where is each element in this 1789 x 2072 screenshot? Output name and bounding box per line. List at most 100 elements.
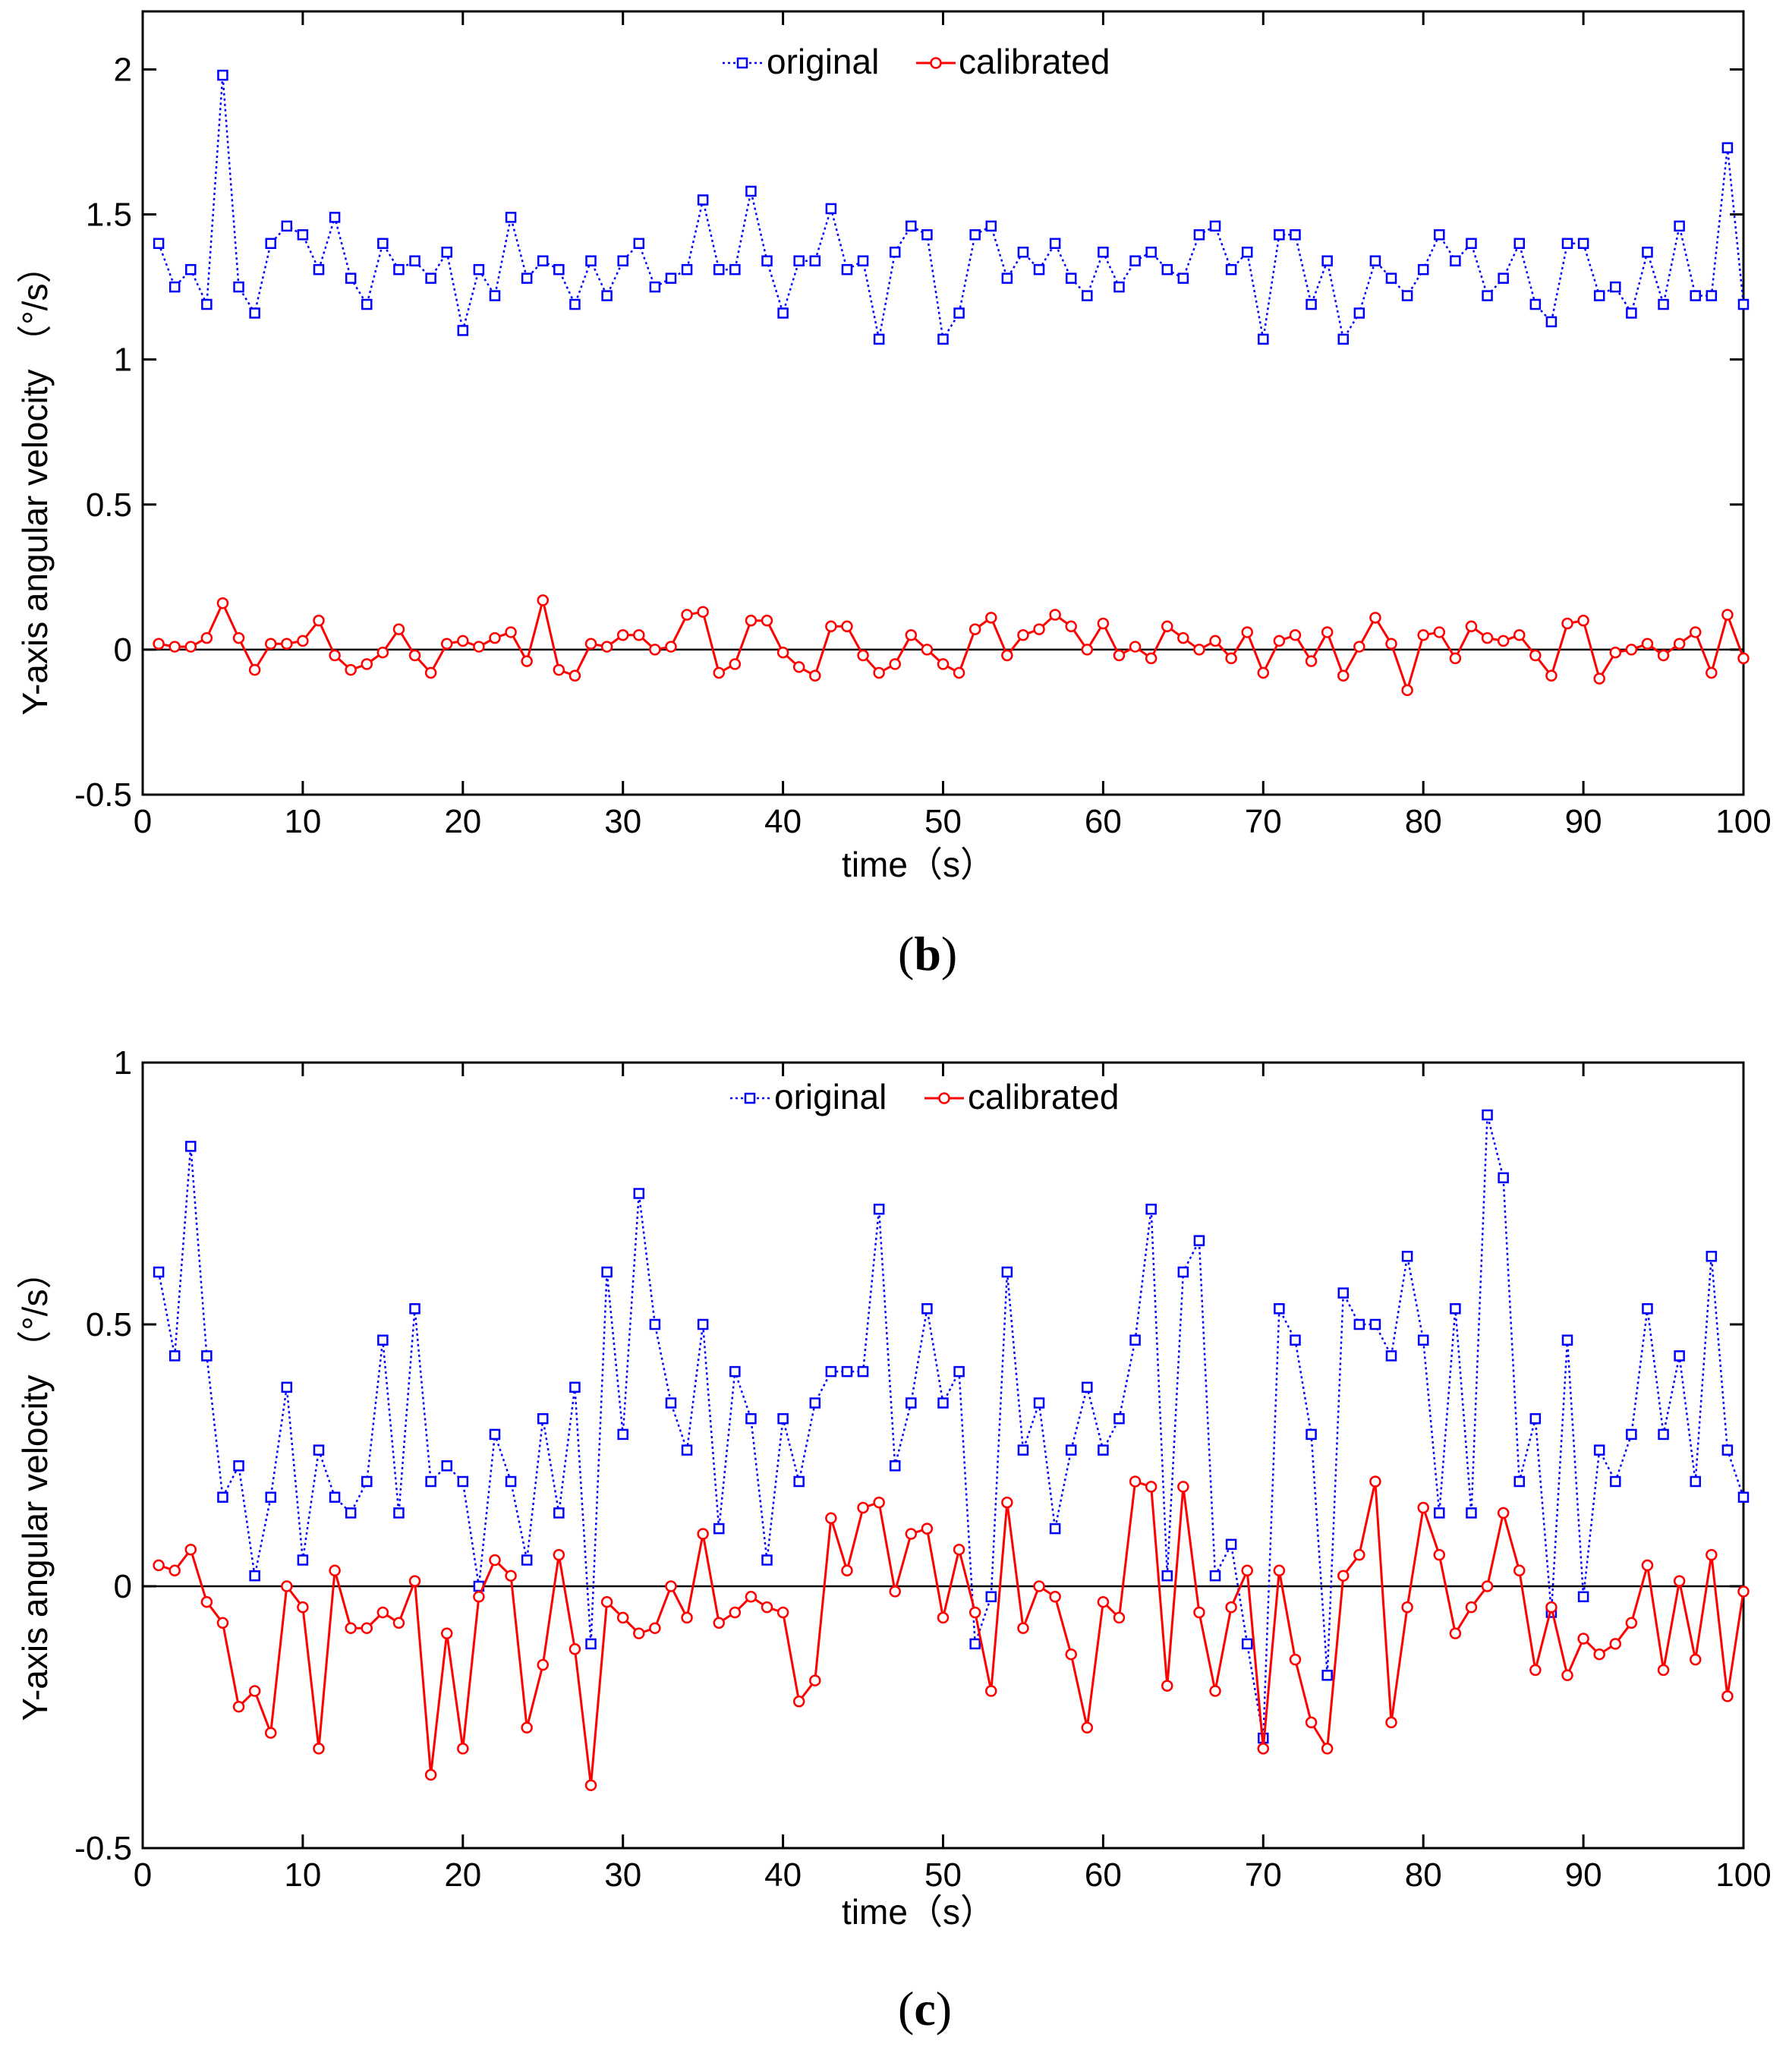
data-point-calibrated [921, 1523, 934, 1535]
data-point-calibrated [1001, 649, 1013, 662]
data-point-original [1706, 1251, 1718, 1262]
data-point-original [1290, 229, 1301, 241]
data-point-original [906, 220, 917, 232]
data-point-calibrated [1113, 649, 1126, 662]
data-point-calibrated [616, 1611, 629, 1624]
data-point-calibrated [792, 661, 805, 673]
data-point-original [1049, 238, 1061, 250]
y-tick-label: 0.5 [86, 487, 132, 524]
data-point-calibrated [713, 666, 725, 679]
data-point-original [1450, 1303, 1461, 1315]
x-tick-label: 90 [1565, 803, 1602, 840]
x-tick-label: 10 [284, 803, 321, 840]
data-point-calibrated [681, 609, 693, 621]
data-point-original [1017, 246, 1029, 258]
data-point-calibrated [825, 620, 837, 633]
plot-area: 0 10 20 30 40 50 60 70 80 90 100-0.500.51 [74, 1044, 1772, 1894]
data-point-original [185, 1141, 197, 1152]
data-point-calibrated [184, 1543, 197, 1556]
data-point-calibrated [1353, 1548, 1365, 1561]
x-axis-label: time（s） [842, 845, 995, 884]
data-point-original [1065, 1444, 1077, 1456]
data-point-original [1721, 1444, 1734, 1456]
data-point-calibrated [1145, 652, 1157, 665]
data-point-original [329, 212, 341, 223]
data-point-calibrated [457, 1743, 469, 1755]
data-point-calibrated [1177, 631, 1189, 644]
data-point-original [1674, 1350, 1685, 1362]
data-point-original [1466, 1507, 1477, 1519]
data-point-calibrated [1706, 666, 1718, 679]
data-point-original [1737, 298, 1750, 310]
data-point-calibrated [1161, 1680, 1173, 1692]
data-point-calibrated [937, 1611, 950, 1624]
data-point-calibrated [1737, 652, 1750, 665]
data-point-calibrated [953, 666, 965, 679]
data-point-original [425, 1475, 436, 1488]
data-point-original [1225, 1538, 1237, 1551]
data-point-calibrated [1433, 626, 1446, 638]
data-point-original [681, 263, 693, 276]
data-point-calibrated [1465, 620, 1478, 633]
data-point-calibrated [473, 641, 485, 653]
data-point-calibrated [792, 1696, 805, 1708]
data-point-calibrated [1529, 1664, 1542, 1677]
y-axis-label: Y-axis angular velocity （°/s） [15, 1255, 55, 1721]
data-point-calibrated [329, 1564, 341, 1577]
data-point-original [1610, 281, 1621, 293]
data-point-original [665, 1397, 677, 1409]
legend-marker-original [744, 1092, 756, 1104]
data-point-original [1674, 220, 1685, 232]
data-point-original [201, 1350, 213, 1362]
data-point-calibrated [361, 658, 373, 670]
x-tick-label: 10 [284, 1856, 321, 1894]
data-point-original [345, 1507, 357, 1519]
data-point-original [857, 1365, 869, 1378]
data-point-calibrated [569, 669, 581, 682]
data-point-original [169, 281, 181, 293]
series-line-original [157, 75, 1745, 342]
data-point-calibrated [809, 669, 821, 682]
data-point-original [953, 1365, 965, 1378]
data-point-original [1241, 246, 1253, 258]
legend-marker-calibrated [938, 1092, 950, 1104]
data-point-original [1593, 290, 1605, 301]
data-point-original [201, 298, 213, 310]
data-point-calibrated [1513, 629, 1526, 641]
data-point-original [665, 272, 677, 284]
data-point-calibrated [1449, 1627, 1462, 1639]
data-point-calibrated [600, 1595, 613, 1608]
data-point-calibrated [1273, 1564, 1286, 1577]
data-point-calibrated [1257, 666, 1270, 679]
data-point-original [457, 1475, 469, 1488]
data-point-original [393, 263, 405, 276]
x-tick-label: 90 [1565, 1856, 1602, 1894]
data-point-calibrated [1593, 1648, 1605, 1661]
data-point-calibrated [1161, 620, 1173, 633]
x-tick-label: 20 [444, 1856, 481, 1894]
data-point-original [1209, 220, 1221, 232]
data-point-original [1529, 298, 1542, 310]
data-point-calibrated [1065, 1648, 1077, 1661]
data-point-original [233, 1460, 244, 1472]
data-point-original [281, 220, 293, 232]
data-point-calibrated [761, 614, 773, 627]
data-point-original [825, 203, 837, 215]
data-point-calibrated [1609, 1638, 1622, 1650]
series-line-original [157, 1114, 1745, 1739]
data-point-original [1001, 272, 1013, 284]
legend-entry-calibrated: calibrated [959, 42, 1110, 81]
data-point-original [1434, 229, 1445, 241]
x-tick-label: 80 [1405, 803, 1442, 840]
data-point-calibrated [889, 1585, 901, 1598]
data-point-original [1466, 238, 1477, 250]
data-point-original [697, 1318, 709, 1330]
data-point-original [153, 1266, 165, 1278]
data-point-calibrated [776, 646, 789, 659]
data-point-original [793, 255, 805, 266]
y-tick-label: 0 [114, 1568, 132, 1605]
data-point-calibrated [985, 612, 997, 624]
data-point-calibrated [681, 1611, 693, 1624]
data-point-original [1161, 263, 1173, 276]
data-point-calibrated [1706, 1548, 1718, 1561]
